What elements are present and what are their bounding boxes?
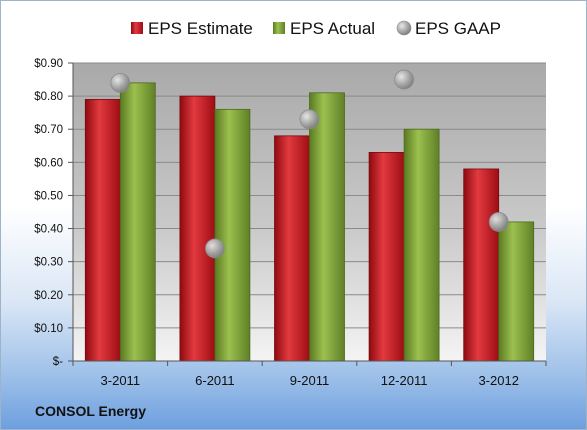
gaap-point-3-2011 <box>110 72 131 93</box>
y-axis: $- $0.10 $0.20 $0.30 $0.40 $0.50 $0.60 $0.70 $0.… <box>34 58 74 368</box>
bar-eps-actual-3-2012 <box>498 221 535 362</box>
gaap-point-12-2011 <box>394 69 415 90</box>
bar-eps-actual-6-2011 <box>214 108 251 362</box>
bar-eps-estimate-3-2012 <box>463 168 500 362</box>
y-tick-label: $0.30 <box>34 257 63 269</box>
legend-marker <box>273 22 285 34</box>
legend: EPS Estimate EPS Actual EPS GAAP <box>131 19 501 38</box>
legend-marker <box>131 22 143 34</box>
y-tick-label: $0.60 <box>34 157 63 169</box>
x-tick-label: 12-2011 <box>381 373 428 388</box>
y-tick-label: $0.20 <box>34 290 63 302</box>
y-tick-label: $0.40 <box>34 224 63 236</box>
legend-label: EPS GAAP <box>415 19 501 38</box>
bar-eps-actual-9-2011 <box>309 92 345 362</box>
bar-eps-actual-12-2011 <box>403 128 440 362</box>
bar-eps-actual-3-2011 <box>119 82 156 362</box>
y-tick-label: $0.70 <box>34 124 63 136</box>
gaap-point-6-2011 <box>204 238 225 259</box>
gaap-point-3-2012 <box>488 212 509 232</box>
company-label: CONSOL Energy <box>35 403 146 419</box>
x-tick-label: 3-2012 <box>478 373 518 388</box>
bars <box>84 82 535 362</box>
gaap-points <box>110 69 509 259</box>
bar-eps-estimate-12-2011 <box>368 151 405 362</box>
y-tick-label: $- <box>53 356 63 368</box>
x-axis: 3-2011 6-2011 9-2011 12-2011 3-2012 <box>72 360 547 388</box>
y-tick-label: $0.80 <box>34 91 63 103</box>
x-tick-label: 9-2011 <box>290 373 330 388</box>
bar-eps-estimate-6-2011 <box>179 95 216 362</box>
gaap-point-9-2011 <box>299 109 320 130</box>
legend-label: EPS Actual <box>290 19 375 38</box>
y-tick-label: $0.90 <box>34 58 63 70</box>
y-tick-label: $0.10 <box>34 323 63 335</box>
bar-eps-estimate-9-2011 <box>274 135 310 362</box>
legend-label: EPS Estimate <box>148 19 253 38</box>
bar-eps-estimate-3-2011 <box>84 99 121 362</box>
y-tick-label: $0.50 <box>34 190 63 202</box>
legend-marker <box>396 20 412 36</box>
x-tick-label: 3-2011 <box>101 373 141 388</box>
x-tick-label: 6-2011 <box>195 373 235 388</box>
